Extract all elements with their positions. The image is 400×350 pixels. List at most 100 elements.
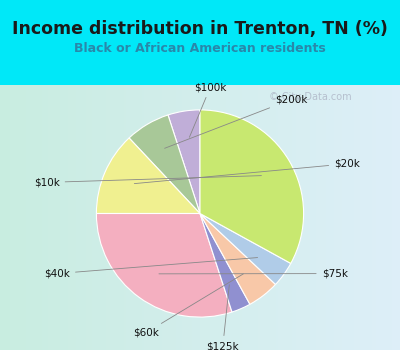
Bar (384, 85, 386, 350)
Bar (92, 85, 94, 350)
Bar (368, 85, 370, 350)
Bar (308, 85, 310, 350)
Bar (134, 85, 136, 350)
Bar (188, 85, 190, 350)
Bar (94, 85, 96, 350)
Bar (388, 85, 390, 350)
Wedge shape (96, 214, 232, 317)
Bar (264, 85, 266, 350)
Bar (254, 85, 256, 350)
Bar (98, 85, 100, 350)
Bar (350, 85, 352, 350)
Bar (64, 85, 66, 350)
Bar (158, 85, 160, 350)
Bar (60, 85, 62, 350)
Bar (10, 85, 12, 350)
Bar (278, 85, 280, 350)
Bar (286, 85, 288, 350)
Bar (380, 85, 382, 350)
Bar (302, 85, 304, 350)
Bar (192, 85, 194, 350)
Bar (374, 85, 376, 350)
Bar (54, 85, 56, 350)
Bar (332, 85, 334, 350)
Bar (96, 85, 98, 350)
Bar (8, 85, 10, 350)
Text: $60k: $60k (133, 274, 243, 338)
Bar (382, 85, 384, 350)
Bar (342, 85, 344, 350)
Bar (252, 85, 254, 350)
Bar (102, 85, 104, 350)
Bar (210, 85, 212, 350)
Text: $75k: $75k (159, 268, 348, 279)
Bar (174, 85, 176, 350)
Bar (250, 85, 252, 350)
Bar (234, 85, 236, 350)
Bar (274, 85, 276, 350)
Bar (12, 85, 14, 350)
Bar (88, 85, 90, 350)
Bar (62, 85, 64, 350)
Bar (316, 85, 318, 350)
Bar (298, 85, 300, 350)
Bar (244, 85, 246, 350)
Bar (22, 85, 24, 350)
Bar (36, 85, 38, 350)
Bar (344, 85, 346, 350)
Bar (14, 85, 16, 350)
Wedge shape (96, 138, 200, 214)
Bar (4, 85, 6, 350)
Bar (294, 85, 296, 350)
Bar (146, 85, 148, 350)
Bar (356, 85, 358, 350)
Bar (38, 85, 40, 350)
Bar (190, 85, 192, 350)
Text: $100k: $100k (190, 82, 226, 137)
Text: $20k: $20k (134, 159, 360, 184)
Bar (348, 85, 350, 350)
Bar (66, 85, 68, 350)
Bar (178, 85, 180, 350)
Bar (288, 85, 290, 350)
Bar (224, 85, 226, 350)
Bar (114, 85, 116, 350)
Text: $10k: $10k (34, 176, 262, 187)
Bar (296, 85, 298, 350)
Bar (394, 85, 396, 350)
Wedge shape (200, 214, 250, 312)
Bar (300, 85, 302, 350)
Bar (150, 85, 152, 350)
Bar (366, 85, 368, 350)
Bar (306, 85, 308, 350)
Bar (24, 85, 26, 350)
Bar (34, 85, 36, 350)
Bar (230, 85, 232, 350)
Wedge shape (168, 110, 200, 214)
Bar (202, 85, 204, 350)
Bar (398, 85, 400, 350)
Bar (256, 85, 258, 350)
Bar (282, 85, 284, 350)
Bar (260, 85, 262, 350)
Bar (80, 85, 82, 350)
Bar (276, 85, 278, 350)
Bar (334, 85, 336, 350)
Bar (184, 85, 186, 350)
Bar (292, 85, 294, 350)
Bar (240, 85, 242, 350)
Bar (154, 85, 156, 350)
Bar (30, 85, 32, 350)
Bar (156, 85, 158, 350)
Bar (126, 85, 128, 350)
Bar (26, 85, 28, 350)
Bar (162, 85, 164, 350)
Text: Income distribution in Trenton, TN (%): Income distribution in Trenton, TN (%) (12, 20, 388, 38)
Bar (58, 85, 60, 350)
Bar (168, 85, 170, 350)
Bar (290, 85, 292, 350)
Bar (272, 85, 274, 350)
Bar (338, 85, 340, 350)
Bar (372, 85, 374, 350)
Bar (182, 85, 184, 350)
